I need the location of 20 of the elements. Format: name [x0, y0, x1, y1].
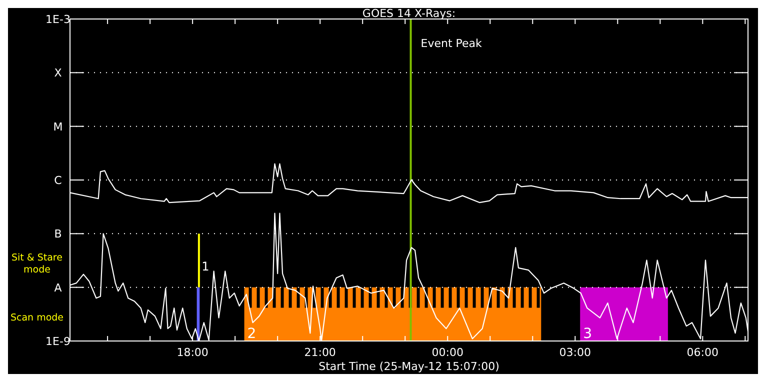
ref-line-label: Event Peak	[420, 37, 483, 50]
text: Sit & Stare mode	[12, 252, 63, 276]
y-tick-label: X	[54, 66, 62, 80]
x-tick-label: 06:00	[686, 346, 719, 359]
chart-title: GOES 14 X-Rays:	[362, 7, 456, 20]
y-tick-label: A	[54, 281, 62, 294]
x-tick-label: 18:00	[176, 346, 208, 359]
x-tick-label: 21:00	[304, 346, 336, 359]
band-label: 2	[247, 326, 256, 342]
y-tick-label: B	[54, 228, 62, 241]
y-tick-label: 1E-9	[46, 335, 70, 348]
y-tick-label: 1E-3	[46, 13, 70, 26]
x-axis-title: Start Time (25-May-12 15:07:00)	[318, 360, 500, 373]
x-tick-label: 00:00	[432, 346, 464, 359]
y-tick-label: C	[54, 174, 62, 187]
text: Scan mode	[10, 312, 64, 324]
band-label: 3	[583, 326, 592, 342]
x-tick-label: 03:00	[559, 346, 591, 359]
y-tick-label: M	[53, 120, 63, 134]
band-label: 1	[202, 260, 210, 274]
